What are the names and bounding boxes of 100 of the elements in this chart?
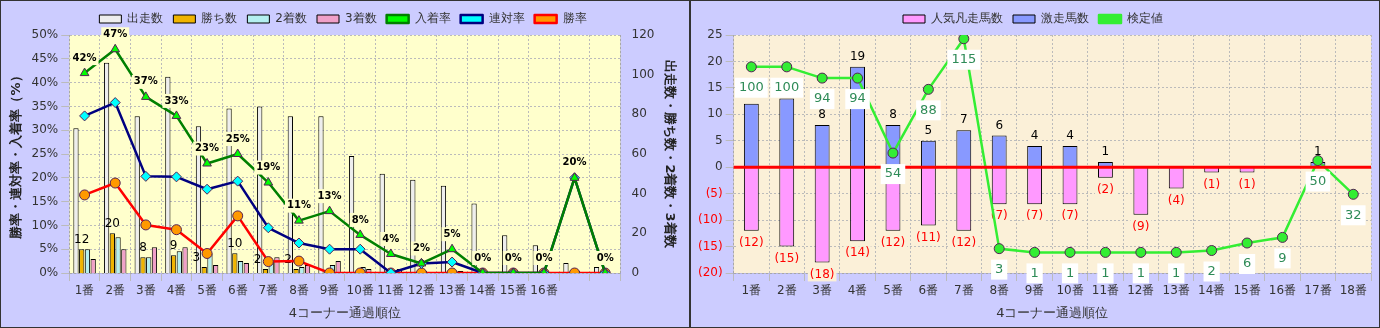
y-tick-label: 35% (31, 98, 59, 113)
data-label: 8% (351, 213, 369, 225)
data-label: 0% (504, 251, 522, 263)
point (170, 171, 182, 183)
y-tick-label: 10% (31, 217, 59, 232)
point (1206, 245, 1218, 257)
data-label: 88 (920, 101, 937, 117)
y2-tick-label: 120 (631, 27, 655, 42)
data-label: 1 (1065, 264, 1075, 280)
point (140, 170, 152, 182)
y-tick-label: (20) (697, 265, 723, 280)
point (170, 224, 182, 236)
y-tick-label: 10 (707, 106, 723, 121)
data-label: 4 (1030, 128, 1039, 143)
point (354, 243, 366, 255)
y-tick-label: 50% (31, 27, 59, 42)
data-label: 0% (596, 251, 614, 263)
x-axis-title: 4コーナー通過順位 (288, 304, 402, 320)
x-tick-label: 16番 (530, 283, 558, 298)
x-tick-label: 9番 (319, 283, 340, 298)
x-tick-label: 2番 (776, 283, 797, 298)
legend-label: 勝ち数 (201, 11, 238, 26)
data-label: (7) (1061, 208, 1079, 223)
y-tick-label: 20% (31, 169, 59, 184)
data-label: 50 (1309, 172, 1327, 188)
point (1029, 246, 1041, 258)
point (324, 205, 335, 215)
point (852, 72, 864, 84)
x-tick-label: 15番 (499, 283, 527, 298)
point (922, 83, 934, 95)
data-label: 1 (1136, 264, 1145, 280)
point (446, 256, 458, 268)
data-label: (1) (1238, 176, 1256, 191)
x-tick-label: 10番 (1056, 283, 1084, 298)
point (355, 229, 366, 238)
x-tick-label: 7番 (953, 283, 974, 298)
point (202, 158, 212, 167)
point (745, 61, 757, 73)
legend-label: 検定値 (1127, 11, 1163, 26)
data-label: (18) (809, 266, 835, 281)
point (171, 110, 182, 119)
point (1170, 246, 1182, 258)
x-tick-label: 15番 (1233, 283, 1261, 298)
x-tick-label: 6番 (918, 283, 939, 298)
data-label: (1) (1203, 176, 1221, 191)
point (958, 35, 970, 45)
y-tick-label: 0% (39, 265, 59, 280)
point (263, 177, 274, 186)
point (993, 243, 1005, 255)
data-label: 19 (849, 48, 866, 63)
data-label: 7 (959, 112, 968, 127)
y2-tick-label: 80 (631, 106, 647, 121)
x-tick-label: 4番 (166, 283, 187, 298)
point (816, 72, 828, 84)
data-label: (12) (951, 234, 977, 249)
point (781, 61, 793, 73)
data-label: 20% (562, 156, 587, 168)
y2-axis-title: 出走数・勝ち数・2着数・3着数 (662, 60, 678, 249)
y-tick-label: 15% (31, 193, 59, 208)
data-label: 8 (889, 107, 897, 122)
point (324, 243, 336, 255)
data-label: 4 (1066, 128, 1074, 143)
point (1347, 188, 1359, 200)
point (1241, 237, 1253, 249)
y2-tick-label: 100 (631, 66, 655, 81)
x-tick-label: 11番 (1091, 283, 1120, 298)
data-label: 9 (169, 238, 178, 253)
data-label: 2% (412, 242, 430, 254)
y-tick-label: 5% (39, 241, 59, 256)
y-tick-label: (5) (705, 185, 723, 200)
x-tick-label: 1番 (741, 283, 762, 298)
data-label: (9) (1132, 218, 1150, 233)
x-axis-title: 4コーナー通過順位 (996, 304, 1109, 320)
x-tick-label: 3番 (136, 283, 156, 298)
legend-label: 勝率 (562, 11, 587, 26)
x-tick-label: 5番 (883, 283, 903, 298)
data-label: 10 (227, 236, 243, 251)
x-tick-label: 14番 (1198, 283, 1226, 298)
data-label: 94 (813, 90, 831, 106)
y-tick-label: 5 (714, 132, 723, 147)
point (79, 67, 90, 77)
y2-tick-label: 60 (631, 146, 647, 161)
x-tick-label: 16番 (1268, 283, 1297, 298)
y2-tick-label: 40 (631, 185, 647, 200)
data-label: 1 (1030, 264, 1039, 280)
x-tick-label: 4番 (847, 283, 868, 298)
legend-label: 出走数 (127, 11, 164, 26)
x-tick-label: 10番 (346, 283, 374, 298)
data-label: 37% (133, 75, 158, 87)
y2-tick-label: 20 (631, 225, 647, 240)
legend-label: 激走馬数 (1041, 11, 1089, 26)
data-label: 0% (535, 251, 553, 263)
y-tick-label: 0 (714, 159, 723, 174)
data-label: 47% (103, 27, 128, 39)
data-label: (2) (1096, 181, 1114, 196)
data-label: 1 (1172, 264, 1181, 280)
y-tick-label: (15) (697, 238, 723, 253)
data-label: 32 (1345, 206, 1362, 222)
data-label: (12) (739, 234, 764, 249)
data-label: 2 (1207, 262, 1216, 278)
